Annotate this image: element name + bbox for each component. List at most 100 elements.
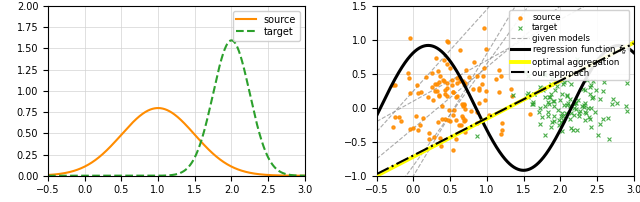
target (586, 84, 596, 87)
our approach (373, 173, 381, 175)
target (584, 117, 595, 120)
target (472, 135, 483, 138)
target (557, 92, 567, 96)
target (562, 94, 572, 98)
source (454, 76, 464, 79)
target (558, 115, 568, 118)
target (549, 114, 559, 118)
source (166, 111, 174, 113)
target (569, 102, 579, 106)
target (571, 101, 581, 104)
source (435, 136, 445, 139)
target (545, 95, 556, 98)
source (484, 113, 494, 116)
target (534, 111, 544, 114)
target (564, 118, 575, 121)
target (621, 81, 632, 84)
target (562, 104, 572, 107)
target (522, 96, 532, 99)
target (565, 97, 575, 100)
source (440, 117, 450, 120)
target (568, 128, 578, 132)
source (428, 98, 438, 101)
source (435, 75, 445, 78)
our approach (524, 96, 532, 98)
target (543, 111, 553, 114)
source (413, 128, 424, 131)
source (472, 111, 483, 114)
target (540, 95, 550, 98)
target (564, 105, 575, 108)
source (442, 62, 452, 66)
target (552, 84, 562, 88)
Line: source: source (48, 108, 305, 176)
regression function $f_g$ (520, 169, 527, 171)
target (527, 102, 538, 106)
regression function $f_g$ (419, 45, 426, 48)
Legend: source, target: source, target (232, 11, 300, 41)
our approach (566, 75, 574, 77)
source (455, 48, 465, 51)
target (546, 83, 556, 86)
source (506, 87, 516, 90)
target (579, 88, 589, 92)
source (449, 109, 459, 112)
source (429, 135, 439, 138)
source (423, 96, 433, 99)
source (442, 94, 452, 97)
source (416, 90, 426, 93)
source (452, 76, 462, 79)
source (403, 71, 413, 75)
optimal aggregation (630, 41, 637, 44)
target (540, 134, 550, 137)
target (570, 101, 580, 104)
target (583, 107, 593, 110)
target (562, 78, 572, 82)
Line: optimal aggregation: optimal aggregation (377, 43, 634, 176)
target (536, 115, 547, 119)
source (497, 122, 508, 125)
regression function $f_g$ (424, 44, 432, 47)
target (580, 102, 590, 105)
source (436, 144, 446, 147)
target (548, 100, 559, 103)
target (607, 103, 617, 106)
source (444, 120, 454, 123)
target (548, 120, 559, 123)
target (540, 86, 550, 89)
source (495, 132, 506, 136)
target (604, 137, 614, 140)
source (430, 83, 440, 86)
source (404, 91, 415, 95)
target (581, 112, 591, 115)
source (494, 68, 504, 71)
source (474, 102, 484, 105)
target (557, 129, 567, 132)
target (529, 93, 539, 96)
target (544, 103, 554, 106)
source (427, 72, 437, 75)
source (442, 81, 452, 84)
source (447, 90, 458, 94)
source (459, 103, 469, 106)
source (490, 78, 500, 81)
target (572, 128, 582, 132)
target (554, 118, 564, 122)
target (621, 104, 631, 107)
target (566, 127, 576, 130)
source (434, 80, 444, 83)
source (451, 95, 461, 98)
optimal aggregation (524, 96, 532, 99)
source (459, 83, 469, 86)
optimal aggregation (439, 140, 447, 143)
optimal aggregation (373, 175, 381, 177)
target (622, 109, 632, 113)
target (579, 105, 589, 108)
target (183, 167, 191, 170)
source (481, 47, 492, 50)
regression function $f_g$ (545, 148, 553, 151)
target (588, 95, 598, 99)
target (529, 93, 540, 96)
source (404, 77, 414, 80)
source (479, 26, 489, 29)
